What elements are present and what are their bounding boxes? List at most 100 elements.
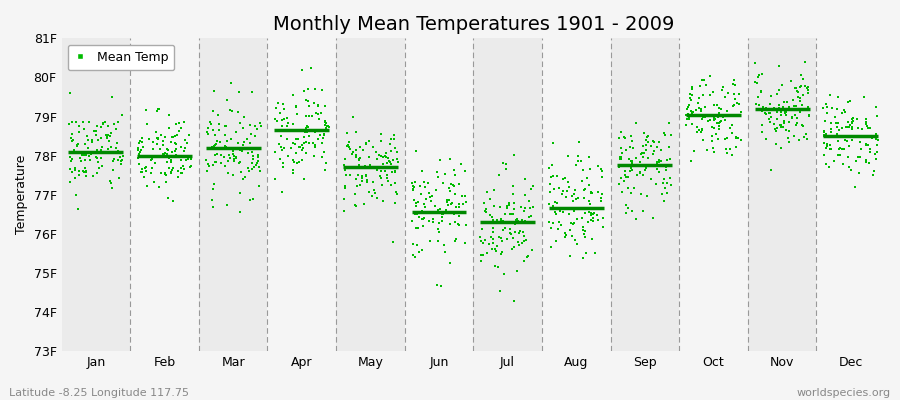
Point — [680, 111, 695, 118]
Point — [158, 150, 172, 156]
Point — [253, 168, 267, 174]
Point — [513, 204, 527, 210]
Point — [208, 142, 222, 148]
Point — [474, 252, 489, 258]
Point — [590, 163, 605, 169]
Point — [798, 83, 813, 89]
Point — [692, 94, 706, 101]
Point — [452, 181, 466, 188]
Point — [105, 158, 120, 164]
Point — [859, 142, 873, 148]
Point — [290, 110, 304, 117]
Point — [766, 106, 780, 112]
Point — [660, 190, 674, 196]
Point — [764, 92, 778, 99]
Point — [789, 103, 804, 110]
Point — [370, 164, 384, 170]
Point — [429, 282, 444, 288]
Point — [779, 127, 794, 133]
Point — [484, 214, 499, 220]
Point — [866, 172, 880, 178]
Point — [755, 108, 770, 115]
Point — [788, 85, 803, 91]
Point — [518, 218, 532, 224]
Point — [500, 202, 514, 209]
Point — [553, 184, 567, 191]
Point — [707, 102, 722, 109]
Point — [373, 173, 387, 179]
Point — [800, 84, 814, 90]
Point — [209, 141, 223, 147]
Point — [391, 158, 405, 165]
Point — [380, 175, 394, 181]
Point — [85, 137, 99, 143]
Point — [724, 152, 739, 158]
Point — [795, 122, 809, 129]
Point — [360, 179, 374, 186]
Point — [370, 195, 384, 202]
Point — [658, 184, 672, 191]
Point — [241, 150, 256, 157]
Point — [786, 97, 800, 103]
Point — [712, 120, 726, 127]
Point — [771, 105, 786, 111]
Point — [226, 150, 240, 157]
Point — [681, 102, 696, 108]
Point — [114, 161, 129, 167]
Point — [268, 176, 283, 182]
Point — [828, 133, 842, 140]
Point — [556, 175, 571, 182]
Point — [566, 191, 580, 197]
Point — [406, 252, 420, 258]
Point — [761, 116, 776, 122]
Point — [275, 164, 290, 170]
Point — [637, 167, 652, 173]
Point — [625, 159, 639, 165]
Point — [379, 154, 393, 160]
Point — [639, 165, 653, 171]
Point — [139, 164, 153, 170]
Point — [285, 92, 300, 98]
Point — [650, 160, 664, 166]
Point — [280, 136, 294, 142]
Point — [517, 258, 531, 265]
Point — [149, 141, 164, 148]
Point — [94, 146, 108, 153]
Point — [174, 125, 188, 131]
Point — [759, 110, 773, 117]
Point — [662, 144, 677, 150]
Point — [639, 162, 653, 168]
Point — [710, 102, 724, 108]
Point — [578, 234, 592, 240]
Point — [785, 115, 799, 121]
Point — [439, 207, 454, 214]
Point — [823, 164, 837, 170]
Point — [853, 154, 868, 160]
Point — [206, 162, 220, 168]
Point — [827, 157, 842, 164]
Point — [728, 135, 742, 141]
Point — [409, 225, 423, 231]
Point — [707, 125, 722, 132]
Bar — [680, 38, 748, 351]
Point — [386, 239, 400, 246]
Point — [562, 183, 576, 190]
Point — [168, 141, 183, 147]
Point — [841, 99, 855, 105]
Point — [109, 126, 123, 132]
Point — [494, 235, 508, 241]
Point — [483, 212, 498, 218]
Point — [824, 126, 838, 132]
Point — [374, 168, 388, 174]
Point — [252, 164, 266, 170]
Point — [139, 168, 153, 174]
Point — [383, 160, 398, 167]
Point — [457, 240, 472, 247]
Point — [659, 167, 673, 173]
Point — [294, 67, 309, 73]
Point — [555, 209, 570, 215]
Point — [801, 90, 815, 96]
Point — [406, 187, 420, 193]
Point — [319, 124, 333, 131]
Point — [435, 218, 449, 224]
